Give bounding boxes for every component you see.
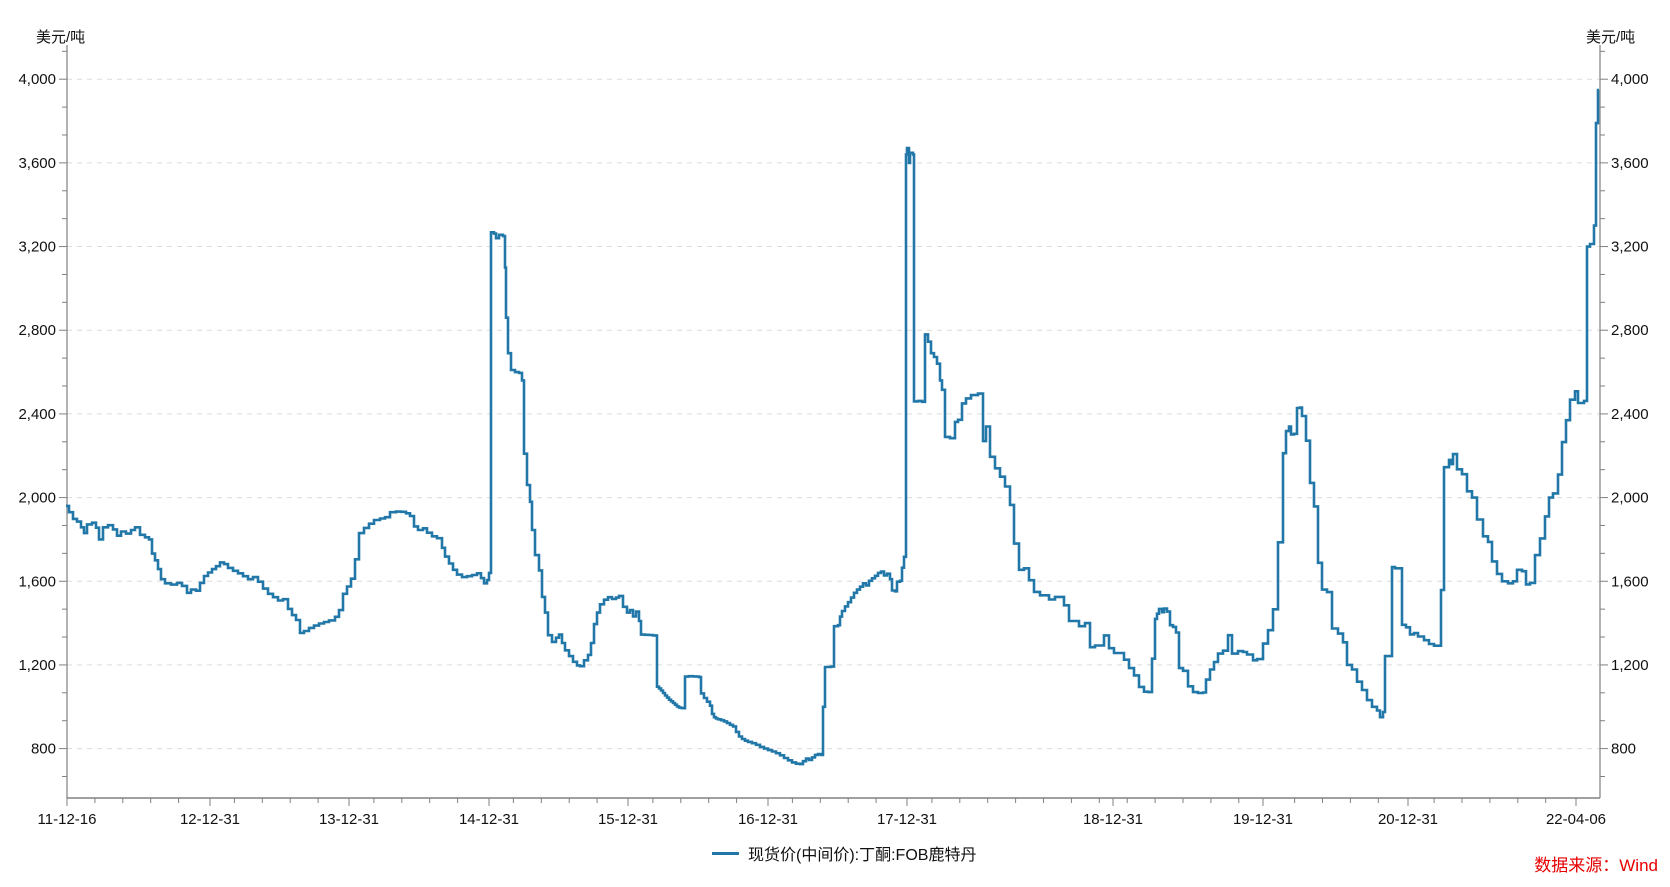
y-axis-unit-right: 美元/吨 [1586,29,1636,46]
x-tick-label: 20-12-31 [1378,811,1438,828]
y-tick-label-left: 2,800 [18,322,56,339]
x-tick-label: 15-12-31 [598,811,658,828]
y-tick-label-left: 2,000 [18,490,56,507]
y-tick-label-right: 2,800 [1611,322,1649,339]
legend-line-marker [712,851,739,855]
y-tick-label-right: 4,000 [1611,71,1649,88]
legend: 现货价(中间价):丁酮:FOB鹿特丹 [712,841,976,865]
x-tick-label: 16-12-31 [738,811,798,828]
y-axis-unit-left: 美元/吨 [36,29,86,46]
axes [66,45,1601,799]
ticks [59,50,1608,806]
x-tick-label: 13-12-31 [319,811,379,828]
x-tick-label: 14-12-31 [459,811,519,828]
x-tick-label: 11-12-16 [38,811,97,828]
y-tick-label-right: 3,600 [1611,155,1649,172]
y-tick-label-right: 2,000 [1611,490,1649,507]
y-tick-label-right: 1,600 [1611,573,1649,590]
x-tick-label: 19-12-31 [1233,811,1293,828]
price-line-path [66,88,1600,766]
data-source-note: 数据来源：Wind [1534,856,1658,875]
y-tick-label-right: 800 [1611,741,1636,758]
series [66,88,1600,766]
x-tick-label: 12-12-31 [180,811,240,828]
y-tick-label-left: 2,400 [18,406,56,423]
y-tick-label-left: 800 [31,741,56,758]
y-tick-label-left: 3,200 [18,239,56,256]
tick-labels: 4,000 4,000 3,600 3,600 3,200 3,200 2,800 2,800… [18,71,1648,828]
y-tick-label-right: 3,200 [1611,239,1649,256]
y-tick-label-left: 1,200 [18,657,56,674]
y-tick-label-left: 1,600 [18,573,56,590]
x-tick-label: 22-04-06 [1546,811,1606,828]
x-tick-label: 17-12-31 [877,811,937,828]
y-tick-label-right: 1,200 [1611,657,1649,674]
y-tick-label-left: 4,000 [18,71,56,88]
y-tick-label-left: 3,600 [18,155,56,172]
legend-label: 现货价(中间价):丁酮:FOB鹿特丹 [748,847,977,864]
x-tick-label: 18-12-31 [1083,811,1143,828]
y-tick-label-right: 2,400 [1611,406,1649,423]
